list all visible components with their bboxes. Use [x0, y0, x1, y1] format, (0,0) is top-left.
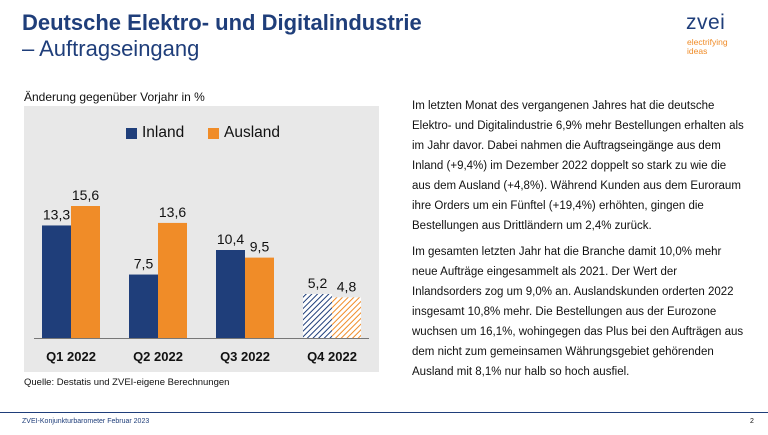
x-tick-label-q3-2022: Q3 2022	[220, 349, 270, 364]
bar-chart: 13,315,6 Q1 2022 7,5 13,6 Q2 2022 10,4 9,5 Q3 2…	[34, 187, 369, 364]
legend-label-ausland: Ausland	[224, 124, 281, 141]
data-label-ausland-q3-2022: 9,5	[250, 239, 270, 255]
bar-ausland-q1-2022	[71, 206, 100, 338]
footer-divider	[0, 412, 768, 413]
data-label-ausland-q4-2022: 4,8	[337, 278, 357, 294]
bar-ausland-q4-2022	[332, 297, 361, 338]
legend-label-inland: Inland	[142, 124, 185, 141]
data-label-inland-q2-2022: 7,5	[134, 256, 154, 272]
x-tick-label-q2-2022: Q2 2022	[133, 349, 183, 364]
logo-tagline-line2: ideas	[687, 46, 708, 56]
chart-panel: 13,3 15,6 Q1 2022 7,5 13,6 Q2 2022 10,4 9,5 Q3 2…	[24, 106, 379, 372]
x-tick-label-q1-2022: Q1 2022	[46, 349, 96, 364]
footer-text: ZVEI-Konjunkturbarometer Februar 2023	[22, 418, 150, 425]
zvei-logo: zvei electrifying ideas	[686, 12, 756, 62]
commentary: Im letzten Monat des vergangenen Jahres …	[412, 96, 747, 388]
data-label-inland-q3-2022: 10,4	[217, 231, 244, 247]
legend-swatch-inland	[126, 128, 137, 139]
bar-inland-q4-2022	[303, 294, 332, 338]
commentary-paragraph-2: Im gesamten letzten Jahr hat die Branche…	[412, 246, 744, 378]
data-label-inland-q1-2022: 13,3	[43, 206, 70, 222]
logo-tagline-line1: electrifying	[687, 37, 728, 47]
data-label-inland-q4-2022: 5,2	[308, 275, 328, 291]
logo-wordmark: zvei	[686, 11, 726, 34]
bar-ausland-q3-2022	[245, 257, 274, 338]
legend-swatch-ausland	[208, 128, 219, 139]
bar-ausland-q2-2022	[158, 222, 187, 338]
bar-inland-q1-2022	[42, 225, 71, 338]
commentary-paragraph-1: Im letzten Monat des vergangenen Jahres …	[412, 100, 744, 232]
bar-inland-q2-2022	[129, 274, 158, 338]
logo-tagline: electrifying ideas	[687, 38, 728, 56]
chart-source: Quelle: Destatis und ZVEI-eigene Berechn…	[24, 377, 230, 388]
x-tick-label-q4-2022: Q4 2022	[307, 349, 357, 364]
page-number: 2	[750, 418, 754, 425]
chart-caption: Änderung gegenüber Vorjahr in %	[24, 90, 205, 104]
page-title: Deutsche Elektro- und Digitalindustrie	[22, 10, 422, 35]
data-label-ausland-q2-2022: 13,6	[159, 204, 186, 220]
bar-inland-q3-2022	[216, 250, 245, 338]
data-label-ausland-q1-2022: 15,6	[72, 187, 99, 203]
page-subtitle: – Auftragseingang	[22, 36, 200, 61]
